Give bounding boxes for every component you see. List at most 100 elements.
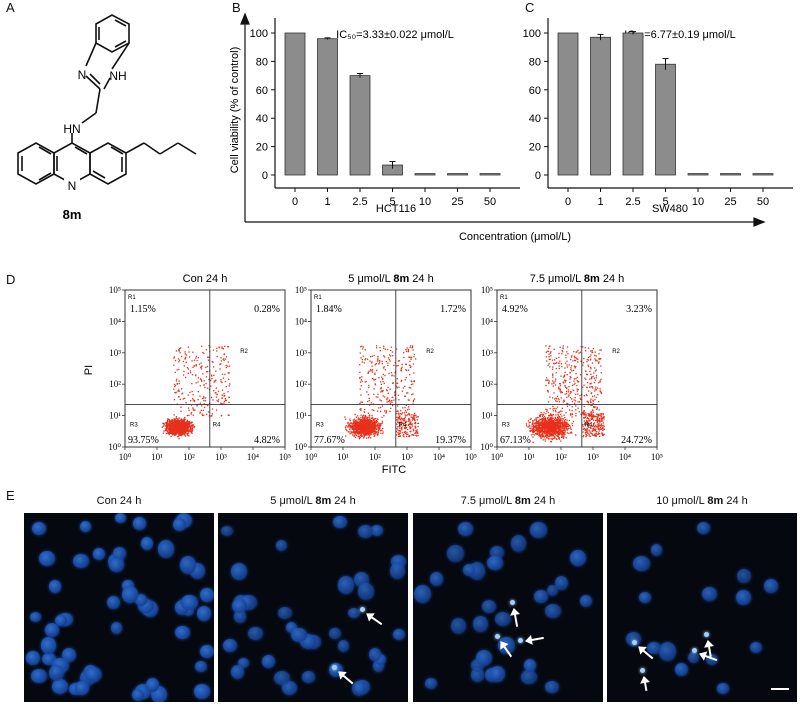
flow-y-axis-label: PI bbox=[83, 365, 95, 375]
percent-lower-right: 19.37% bbox=[435, 435, 466, 446]
flow-x-tick-label: 10¹ bbox=[523, 452, 535, 462]
flow-plot-title: 5 μmol/L 8m 24 h bbox=[348, 273, 433, 285]
cell-nucleus bbox=[200, 645, 214, 658]
x-tick-label: 50 bbox=[484, 196, 496, 208]
cell-nucleus bbox=[370, 524, 384, 536]
flow-plot-frame bbox=[310, 289, 472, 448]
cell-nucleus bbox=[473, 616, 489, 632]
cell-nucleus bbox=[763, 578, 778, 594]
y-tick-label: 20 bbox=[256, 142, 268, 154]
cell-nucleus bbox=[30, 668, 47, 683]
bar bbox=[590, 36, 611, 176]
flow-plot: 7.5 μmol/L 8m 24 h R1 R2 R3 R4 4.92% 3.23% 67.1… bbox=[480, 273, 663, 462]
cell-nucleus bbox=[495, 611, 512, 626]
cell-nucleus bbox=[717, 683, 729, 694]
cell-nucleus bbox=[110, 622, 123, 634]
cell-nucleus bbox=[92, 548, 105, 560]
cell-nucleus bbox=[450, 618, 467, 635]
cell-nucleus bbox=[368, 648, 382, 662]
cell-nucleus bbox=[51, 678, 69, 694]
flow-y-tick-label: 10⁴ bbox=[295, 316, 307, 326]
compound-label: 8m bbox=[63, 207, 82, 222]
cell-nucleus bbox=[696, 522, 710, 535]
cell-nucleus bbox=[275, 540, 287, 551]
x-tick-label: 0 bbox=[292, 196, 298, 208]
y-tick-label: 40 bbox=[529, 113, 541, 125]
cell-nucleus bbox=[106, 595, 120, 610]
cell-nucleus bbox=[393, 629, 405, 641]
cell-nucleus bbox=[358, 525, 374, 539]
bar bbox=[317, 38, 338, 176]
cell-nucleus bbox=[521, 670, 537, 684]
percent-lower-right: 24.72% bbox=[621, 435, 652, 446]
cell-nucleus bbox=[262, 654, 275, 669]
x-tick-label: 5 bbox=[662, 196, 668, 208]
flow-cytometry-panel: PI FITC Con 24 h R1 R2 R3 R4 1.15% 0.28% 93.75%… bbox=[83, 273, 663, 476]
percent-lower-left: 93.75% bbox=[128, 435, 159, 446]
cell-nucleus bbox=[29, 612, 41, 622]
cell-nucleus bbox=[523, 658, 537, 672]
cell-nucleus bbox=[230, 563, 248, 581]
region-label-r3: R3 bbox=[316, 423, 324, 429]
region-label-r4: R4 bbox=[585, 423, 593, 429]
flow-x-tick-label: 10⁴ bbox=[247, 452, 259, 462]
cell-nucleus bbox=[237, 657, 250, 668]
cell-nucleus bbox=[41, 652, 56, 666]
cell-nucleus bbox=[490, 546, 504, 560]
cell-nucleus bbox=[430, 572, 443, 586]
cell-nucleus bbox=[375, 654, 387, 665]
apoptotic-nucleus bbox=[640, 668, 645, 673]
apoptotic-nucleus bbox=[632, 640, 637, 645]
cell-nucleus bbox=[281, 681, 297, 696]
cell-nucleus bbox=[55, 614, 67, 626]
cell-nucleus bbox=[114, 513, 126, 523]
percent-upper-right: 1.72% bbox=[440, 304, 466, 315]
flow-x-tick-label: 10⁴ bbox=[433, 452, 445, 462]
flow-y-tick-label: 10³ bbox=[295, 348, 307, 358]
apoptotic-nucleus bbox=[360, 607, 365, 612]
y-tick-label: 20 bbox=[529, 142, 541, 154]
imidazole-nh-label: NH bbox=[109, 69, 126, 83]
x-tick-label: 10 bbox=[692, 196, 704, 208]
flow-y-tick-label: 10² bbox=[481, 379, 493, 389]
y-tick-label: 80 bbox=[256, 56, 268, 68]
bar bbox=[687, 173, 709, 176]
flow-plot-title: Con 24 h bbox=[183, 273, 228, 285]
cell-nucleus bbox=[40, 637, 57, 654]
sw480-ic50: IC₅₀=6.77±0.19 μmol/L bbox=[624, 29, 736, 41]
flow-x-tick-label: 10³ bbox=[587, 452, 599, 462]
viability-x-axis-label: Concentration (μmol/L) bbox=[459, 231, 571, 243]
cell-nucleus bbox=[278, 607, 292, 619]
cell-nucleus bbox=[639, 592, 652, 604]
cell-nucleus bbox=[73, 553, 89, 568]
cell-nucleus bbox=[353, 571, 370, 588]
cell-nucleus bbox=[247, 626, 263, 640]
bar bbox=[622, 32, 644, 176]
flow-plot-frame bbox=[496, 289, 658, 448]
flow-x-axis-label: FITC bbox=[382, 464, 406, 476]
region-label-r1: R1 bbox=[500, 295, 508, 301]
fluorescence-image bbox=[413, 513, 603, 702]
cell-nucleus bbox=[530, 522, 547, 538]
flow-x-tick-label: 10⁵ bbox=[465, 452, 477, 462]
cell-nucleus bbox=[112, 547, 127, 560]
y-tick-label: 40 bbox=[256, 113, 268, 125]
cell-nucleus bbox=[48, 580, 62, 593]
region-label-r1: R1 bbox=[128, 295, 136, 301]
cell-nucleus bbox=[301, 671, 315, 683]
y-tick-label: 60 bbox=[256, 85, 268, 97]
cell-nucleus bbox=[121, 585, 139, 603]
y-tick-label: 100 bbox=[250, 28, 268, 40]
apoptotic-nucleus bbox=[518, 638, 523, 643]
cell-nucleus bbox=[291, 628, 307, 642]
panel-label-e: E bbox=[6, 488, 15, 503]
cell-nucleus bbox=[337, 639, 350, 653]
cell-nucleus bbox=[328, 627, 341, 640]
cell-nucleus bbox=[26, 650, 41, 665]
cell-nucleus bbox=[109, 557, 124, 573]
cell-nucleus bbox=[274, 671, 291, 686]
microscopy-title: Con 24 h bbox=[96, 495, 142, 507]
percent-lower-left: 67.13% bbox=[500, 435, 531, 446]
cell-nucleus bbox=[131, 688, 144, 701]
flow-y-tick-label: 10³ bbox=[109, 348, 121, 358]
